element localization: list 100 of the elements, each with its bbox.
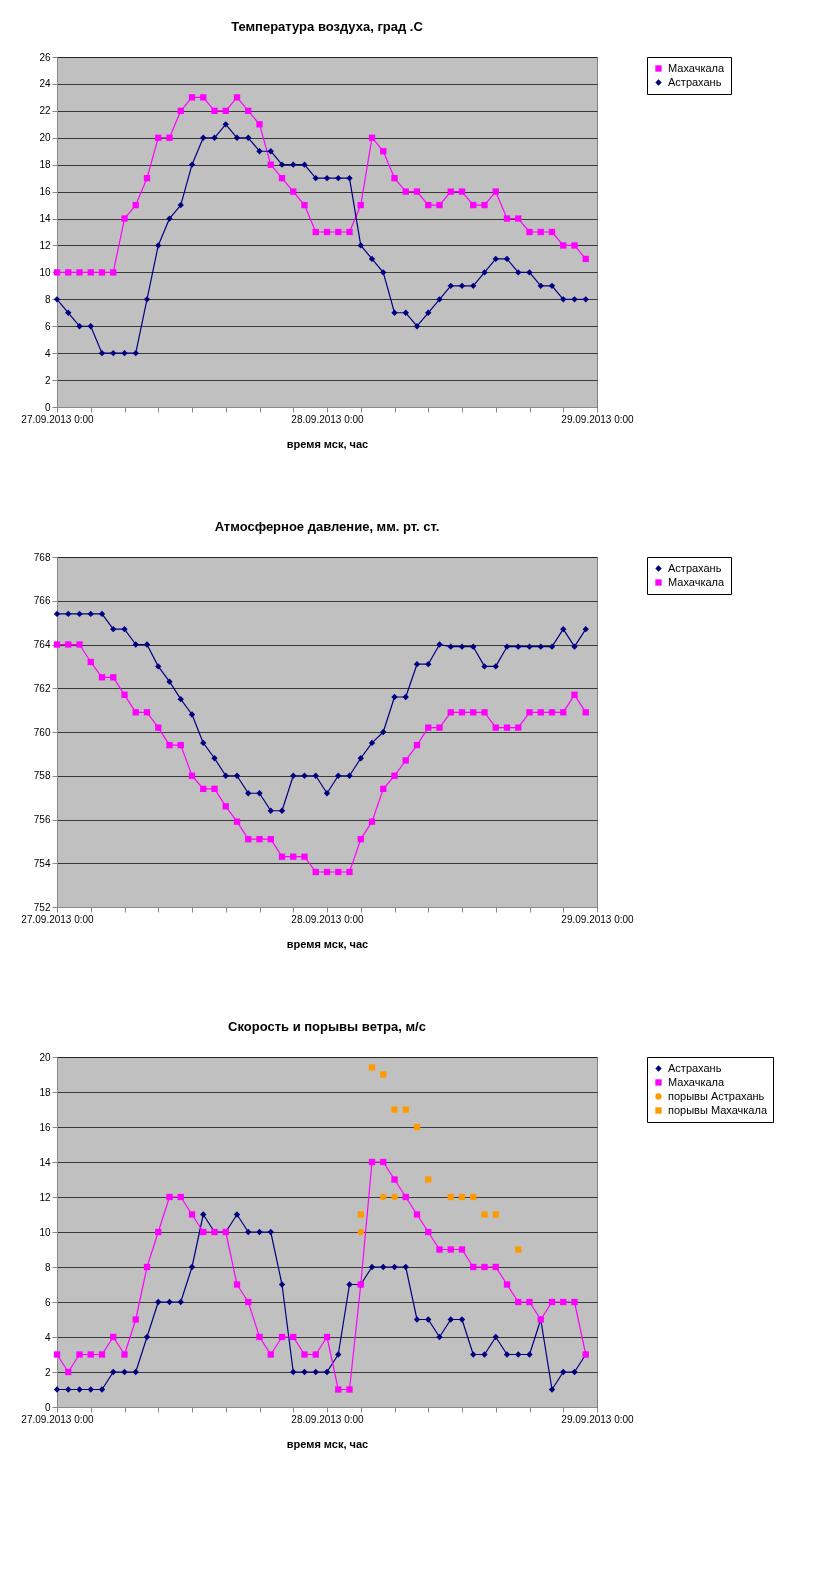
point bbox=[110, 1333, 117, 1341]
y-tick-label: 754 bbox=[33, 857, 51, 869]
point bbox=[447, 709, 454, 716]
point bbox=[166, 215, 173, 222]
legend-label: порывы Астрахань bbox=[668, 1089, 765, 1102]
point bbox=[188, 1263, 196, 1271]
point bbox=[470, 282, 477, 290]
point bbox=[155, 134, 162, 141]
point bbox=[413, 1123, 421, 1131]
point bbox=[425, 1316, 432, 1323]
point bbox=[458, 1193, 466, 1201]
point bbox=[245, 1228, 252, 1236]
point bbox=[110, 674, 117, 681]
point bbox=[323, 790, 331, 797]
x-tick-label: 27.09.2013 0:00 bbox=[21, 1413, 95, 1425]
y-tick-label: 0 bbox=[44, 401, 51, 413]
point bbox=[87, 269, 94, 276]
x-tick-label: 28.09.2013 0:00 bbox=[291, 913, 365, 925]
x-tick-label: 27.09.2013 0:00 bbox=[21, 413, 95, 425]
point bbox=[436, 641, 443, 648]
point bbox=[335, 174, 342, 182]
x-tick-label: 28.09.2013 0:00 bbox=[291, 1413, 365, 1425]
y-tick-label: 14 bbox=[39, 1156, 51, 1168]
point bbox=[143, 1263, 151, 1271]
point bbox=[515, 724, 522, 731]
point bbox=[470, 1263, 477, 1271]
point bbox=[481, 1263, 488, 1271]
point bbox=[143, 174, 151, 182]
point bbox=[222, 772, 229, 779]
point bbox=[346, 228, 353, 236]
point bbox=[391, 1263, 398, 1271]
point bbox=[548, 1298, 556, 1306]
x-tick-label: 28.09.2013 0:00 bbox=[291, 413, 365, 425]
point bbox=[425, 201, 432, 209]
point bbox=[278, 161, 286, 168]
y-tick-label: 768 bbox=[33, 551, 51, 563]
point bbox=[503, 643, 511, 650]
point bbox=[458, 282, 466, 290]
point bbox=[301, 772, 308, 779]
chart-title: Атмосферное давление, мм. рт. ст. bbox=[214, 519, 440, 534]
point bbox=[290, 853, 297, 860]
point bbox=[245, 836, 252, 843]
point bbox=[447, 1316, 454, 1323]
point bbox=[391, 1106, 398, 1113]
point bbox=[447, 1193, 454, 1201]
point bbox=[402, 188, 409, 195]
point bbox=[278, 1333, 286, 1341]
point bbox=[98, 674, 106, 681]
legend-label: Махачкала bbox=[668, 575, 725, 588]
point bbox=[380, 148, 387, 155]
point bbox=[76, 323, 83, 330]
y-tick-label: 752 bbox=[33, 901, 51, 913]
point bbox=[582, 626, 589, 633]
point bbox=[245, 107, 252, 115]
point bbox=[571, 643, 578, 650]
point bbox=[256, 148, 263, 155]
point bbox=[335, 1386, 342, 1393]
point bbox=[278, 1281, 286, 1288]
point bbox=[335, 868, 342, 876]
point bbox=[436, 724, 443, 731]
legend-label: Астрахань bbox=[668, 561, 722, 574]
point bbox=[425, 1228, 432, 1236]
point bbox=[211, 134, 218, 141]
point bbox=[537, 282, 544, 290]
point bbox=[278, 853, 286, 860]
point bbox=[65, 610, 72, 618]
y-tick-label: 22 bbox=[39, 105, 51, 117]
point bbox=[492, 724, 499, 731]
point bbox=[503, 255, 511, 263]
point bbox=[413, 323, 421, 330]
point bbox=[537, 709, 544, 716]
point bbox=[436, 296, 443, 303]
point bbox=[481, 201, 488, 209]
point bbox=[323, 174, 331, 182]
point bbox=[312, 174, 319, 182]
point bbox=[222, 803, 229, 810]
point bbox=[481, 1211, 488, 1218]
point bbox=[301, 201, 308, 209]
point bbox=[65, 1386, 72, 1393]
point bbox=[132, 641, 139, 648]
point bbox=[391, 309, 398, 316]
point bbox=[65, 309, 72, 316]
point bbox=[413, 741, 421, 749]
point bbox=[436, 201, 443, 209]
y-tick-label: 20 bbox=[39, 1051, 51, 1063]
point bbox=[357, 1211, 364, 1218]
point bbox=[200, 785, 207, 793]
point bbox=[132, 1368, 139, 1376]
point bbox=[233, 94, 241, 101]
point bbox=[346, 174, 353, 182]
point bbox=[548, 643, 556, 650]
point bbox=[368, 1064, 376, 1071]
x-tick-label: 29.09.2013 0:00 bbox=[561, 413, 635, 425]
point bbox=[110, 626, 117, 633]
point bbox=[391, 174, 398, 182]
point bbox=[110, 1368, 117, 1376]
point bbox=[76, 1386, 83, 1393]
point bbox=[98, 1386, 106, 1393]
point bbox=[76, 269, 83, 276]
point bbox=[447, 188, 454, 195]
